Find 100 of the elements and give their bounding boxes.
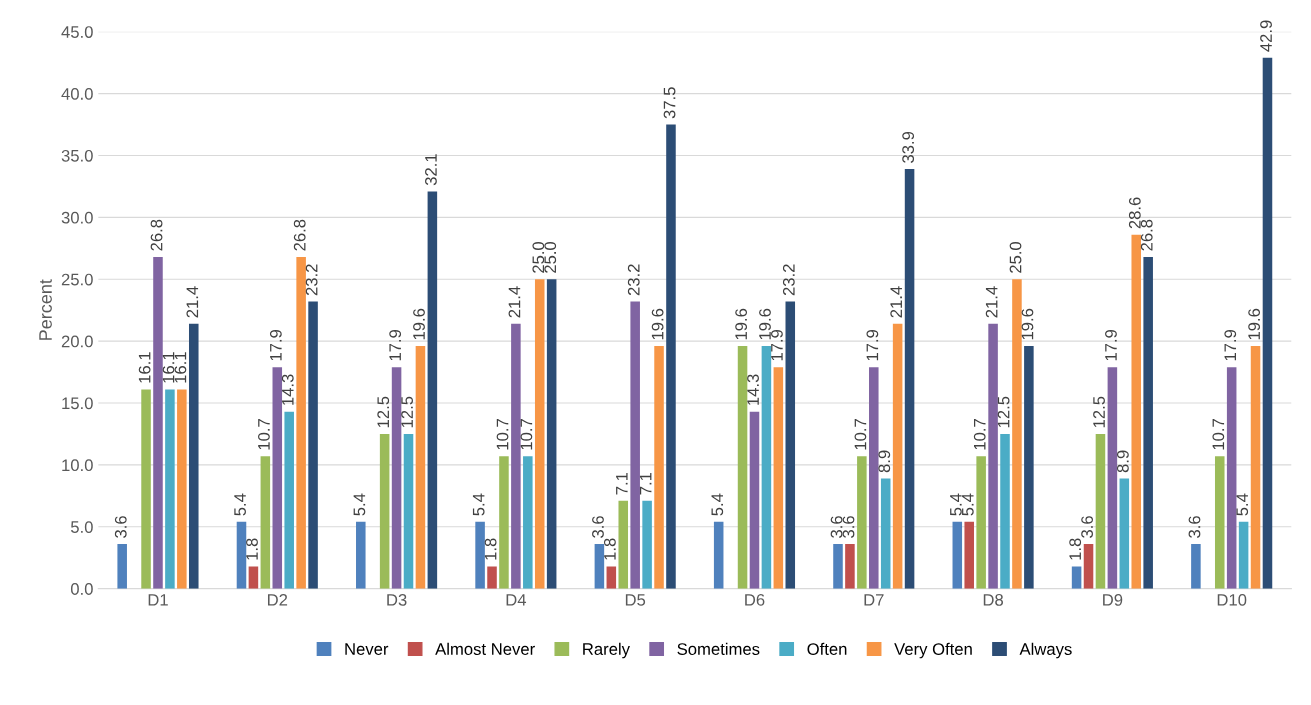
bar <box>1071 566 1082 589</box>
bar <box>117 544 127 589</box>
data-label: 12.5 <box>401 396 413 428</box>
bar <box>749 411 760 589</box>
data-label: 25.0 <box>1009 241 1022 273</box>
x-tick-label: D3 <box>387 593 407 606</box>
data-label: 10.7 <box>496 419 509 450</box>
bar <box>857 456 867 589</box>
bar <box>880 478 891 589</box>
data-label: 17.9 <box>771 329 783 361</box>
data-label: 37.5 <box>663 87 676 119</box>
data-label: 5.4 <box>472 493 485 516</box>
bar <box>391 367 402 589</box>
data-label: 19.6 <box>651 308 664 340</box>
legend-label: Very Often <box>894 642 972 659</box>
bar <box>976 456 986 589</box>
bar <box>236 521 247 589</box>
bar <box>153 256 163 589</box>
bar <box>845 544 855 589</box>
bar <box>1226 367 1237 589</box>
bar <box>785 301 796 589</box>
data-label: 26.8 <box>150 219 163 251</box>
bar <box>952 521 963 589</box>
x-tick-label: D10 <box>1217 593 1247 606</box>
bar <box>773 367 784 589</box>
data-label: 17.9 <box>1224 329 1237 361</box>
data-label: 21.4 <box>508 286 521 318</box>
bar <box>141 389 151 589</box>
bar <box>713 521 724 589</box>
bar <box>523 456 533 589</box>
legend-label: Always <box>1019 642 1072 659</box>
y-tick-label: 10.0 <box>62 459 93 472</box>
data-label: 5.4 <box>353 493 366 516</box>
bar <box>499 456 509 589</box>
bar <box>165 389 175 589</box>
x-tick-label: D9 <box>1103 593 1123 606</box>
data-label: 19.6 <box>1248 308 1261 340</box>
bar <box>260 456 271 589</box>
bar <box>534 279 545 589</box>
bar <box>869 367 879 589</box>
bar <box>308 301 318 589</box>
data-label: 23.2 <box>627 264 640 296</box>
bar <box>427 191 438 589</box>
data-label: 12.5 <box>377 396 390 428</box>
bar <box>177 389 187 589</box>
x-tick-label: D6 <box>745 593 765 606</box>
y-tick-label: 0.0 <box>70 583 93 595</box>
bar <box>988 323 998 589</box>
y-tick-label: 5.0 <box>70 521 93 533</box>
bar <box>1191 544 1201 589</box>
bar <box>475 521 485 589</box>
data-label: 1.8 <box>246 538 258 560</box>
x-tick-label: D8 <box>983 593 1004 606</box>
bar <box>1012 279 1022 589</box>
bar <box>737 346 748 589</box>
data-label: 8.9 <box>1116 450 1129 473</box>
y-tick-label: 30.0 <box>61 211 93 224</box>
bar <box>1262 57 1273 589</box>
data-label: 3.6 <box>1188 516 1201 538</box>
data-label: 5.4 <box>1236 493 1249 516</box>
bar <box>1000 433 1010 589</box>
y-tick-label: 20.0 <box>61 335 93 348</box>
x-tick-label: D5 <box>625 594 646 606</box>
legend-label: Almost Never <box>435 642 535 655</box>
data-label: 16.1 <box>162 352 175 383</box>
x-tick-label: D4 <box>506 594 527 606</box>
data-label: 19.6 <box>759 308 771 340</box>
bar <box>272 367 283 589</box>
bar <box>1107 367 1118 589</box>
bar <box>284 411 294 589</box>
bar <box>642 500 652 589</box>
bar <box>1095 433 1106 589</box>
data-label: 17.9 <box>269 329 282 361</box>
bar <box>594 544 605 589</box>
data-label: 21.4 <box>890 286 902 318</box>
bar <box>606 566 617 589</box>
legend-label: Rarely <box>583 642 630 659</box>
bar <box>248 566 259 589</box>
data-label: 16.1 <box>174 352 187 383</box>
bar <box>1143 256 1153 589</box>
data-label: 19.6 <box>735 308 748 340</box>
data-label: 3.6 <box>842 516 855 538</box>
data-label: 14.3 <box>281 374 294 405</box>
legend-label: Sometimes <box>677 642 760 655</box>
data-label: 7.1 <box>616 472 628 495</box>
data-label: 26.8 <box>1140 219 1153 251</box>
bar <box>654 346 664 589</box>
data-label: 17.9 <box>389 329 402 361</box>
y-tick-label: 35.0 <box>61 149 93 162</box>
bar <box>904 169 915 589</box>
data-label: 1.8 <box>1069 538 1082 560</box>
data-label: 23.2 <box>782 264 795 296</box>
data-label: 21.4 <box>186 286 199 318</box>
bar <box>1214 456 1225 589</box>
data-label: 10.7 <box>973 419 986 450</box>
bar <box>415 346 426 589</box>
data-label: 32.1 <box>425 154 437 186</box>
x-tick-label: D1 <box>148 594 168 606</box>
bar <box>1131 234 1142 589</box>
bar <box>630 301 640 589</box>
